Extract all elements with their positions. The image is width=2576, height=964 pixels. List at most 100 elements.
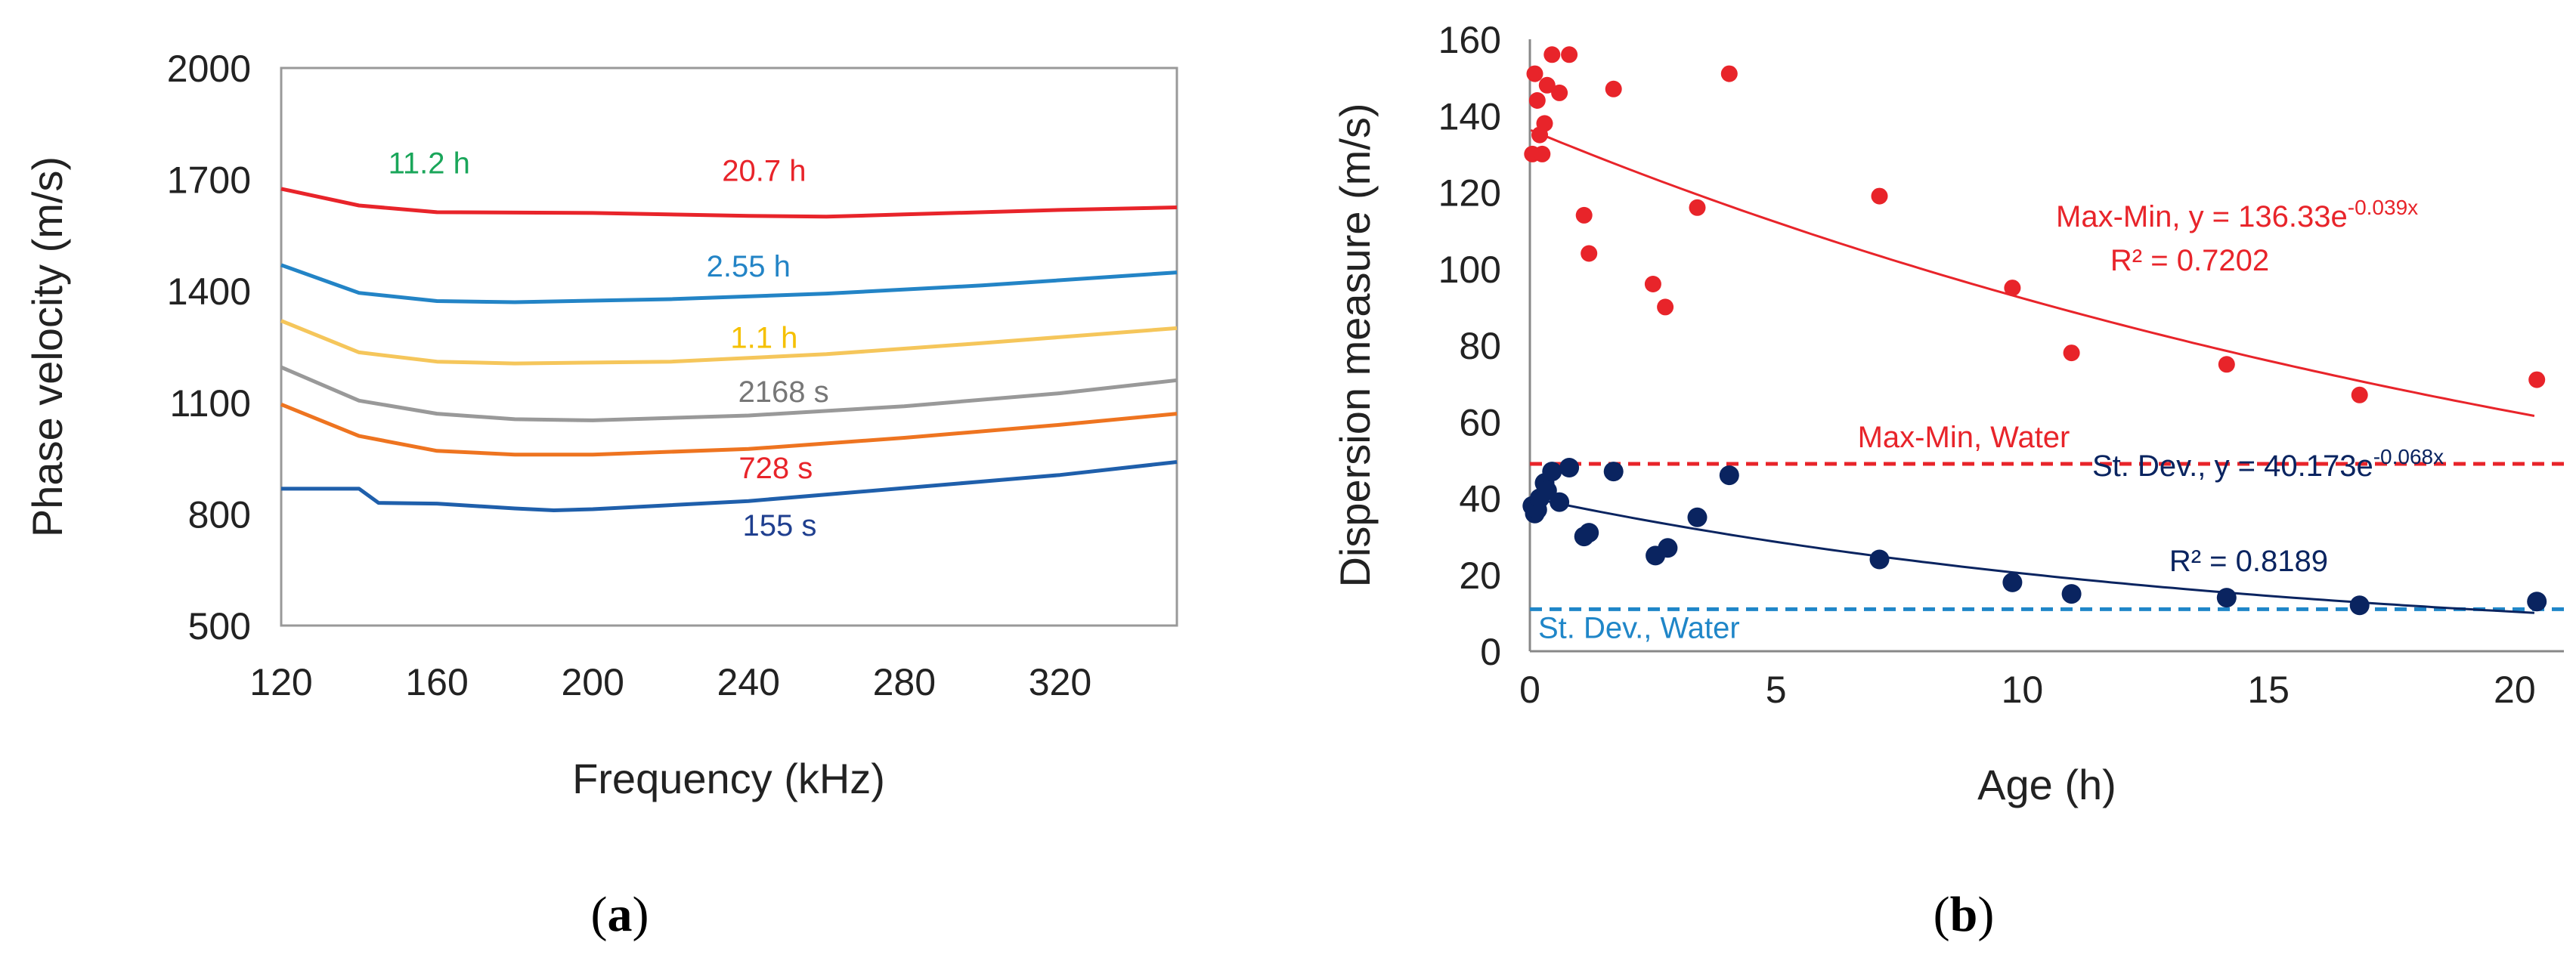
point-max-min <box>1536 115 1553 132</box>
panel-label-a: (a) <box>591 887 649 942</box>
st-dev-equation: St. Dev., y = 40.173e <box>2092 450 2373 483</box>
point-st-dev <box>1542 462 1562 482</box>
label-1-1-h: 1.1 h <box>730 322 797 355</box>
max-min-exponent: -0.039x <box>2348 196 2418 219</box>
curve-labels: 11.2 h 20.7 h 2.55 h 1.1 h 2168 s 728 s 155 s <box>389 147 829 542</box>
point-max-min <box>1871 187 1888 205</box>
x-tick-5: 5 <box>1766 669 1787 711</box>
point-st-dev <box>2061 584 2082 604</box>
point-max-min <box>1551 84 1568 101</box>
data-points <box>1522 46 2547 616</box>
y-tick-40: 40 <box>1459 478 1501 521</box>
y-tick-1700: 1700 <box>167 159 251 202</box>
dispersion-measure-chart: 0 20 40 60 80 100 120 140 160 0 5 10 15 20 Max-Min, … <box>1331 19 2564 808</box>
point-st-dev <box>1687 507 1708 527</box>
x-tick-10: 10 <box>2002 669 2044 711</box>
st-dev-trend-label: St. Dev., y = 40.173e-0.068x R² = 0.8189 <box>2092 445 2444 578</box>
point-st-dev <box>1603 462 1624 482</box>
y-tick-160: 160 <box>1438 19 1501 61</box>
x-axis-title: Frequency (kHz) <box>572 755 885 802</box>
y-tick-20: 20 <box>1459 555 1501 597</box>
svg-text:St. Dev., y = 40.173e-0.068x: St. Dev., y = 40.173e-0.068x <box>2092 445 2444 483</box>
y-tick-2000: 2000 <box>167 48 251 90</box>
x-tick-200: 200 <box>561 661 624 703</box>
point-max-min <box>1605 80 1622 97</box>
trendline-st-dev <box>1530 496 2534 614</box>
label-728-s: 728 s <box>738 452 813 485</box>
max-min-r2: R² = 0.7202 <box>2110 244 2269 277</box>
y-tick-800: 800 <box>188 493 251 536</box>
point-max-min <box>2528 371 2546 388</box>
point-st-dev <box>1719 465 1739 486</box>
x-tick-240: 240 <box>717 661 780 703</box>
point-st-dev <box>1537 480 1557 501</box>
point-st-dev <box>1658 538 1678 558</box>
max-min-trend-label: Max-Min, y = 136.33e-0.039x R² = 0.7202 <box>2056 196 2418 277</box>
point-max-min <box>1528 92 1546 109</box>
trendline-max-min <box>1530 129 2535 417</box>
phase-velocity-chart: 500 800 1100 1400 1700 2000 120 160 200 240 280 32… <box>23 48 1178 802</box>
curve-155-s <box>281 460 1178 512</box>
point-max-min <box>1720 65 1738 82</box>
plot-area-frame <box>280 66 1178 627</box>
point-max-min <box>2004 280 2021 297</box>
ref-label-st-dev-water: St. Dev., Water <box>1538 611 1740 644</box>
y-tick-60: 60 <box>1459 401 1501 443</box>
curve-728-s <box>280 402 1178 457</box>
water-reference-lines: Max-Min, Water St. Dev., Water <box>1530 421 2564 644</box>
point-max-min <box>1657 298 1674 316</box>
svg-text:Max-Min, y = 136.33e-0.039x: Max-Min, y = 136.33e-0.039x <box>2056 196 2418 233</box>
panel-label-b: (b) <box>1934 887 1995 942</box>
label-2-55-h: 2.55 h <box>707 250 791 283</box>
y-tick-0: 0 <box>1480 631 1501 673</box>
point-max-min <box>1689 199 1706 216</box>
y-axis-title: Phase velocity (m/s) <box>23 156 71 537</box>
y-tick-labels: 500 800 1100 1400 1700 2000 <box>167 48 251 647</box>
y-tick-1400: 1400 <box>167 270 251 313</box>
dispersion-curves <box>280 187 1178 512</box>
st-dev-r2: R² = 0.8189 <box>2169 545 2328 578</box>
point-st-dev <box>2527 592 2547 612</box>
x-tick-labels: 0 5 10 15 20 <box>1519 669 2536 711</box>
point-max-min <box>1534 145 1551 162</box>
curve-1-1-h <box>280 319 1178 366</box>
point-st-dev <box>2002 572 2023 592</box>
point-max-min <box>1526 65 1543 82</box>
x-tick-120: 120 <box>249 661 312 703</box>
y-tick-100: 100 <box>1438 249 1501 291</box>
x-tick-labels: 120 160 200 240 280 320 <box>249 661 1091 703</box>
point-max-min <box>1581 245 1598 262</box>
label-20-7-h: 20.7 h <box>722 154 806 187</box>
point-st-dev <box>1550 492 1570 512</box>
label-11-2-h: 11.2 h <box>389 147 470 180</box>
x-tick-20: 20 <box>2494 669 2536 711</box>
y-tick-140: 140 <box>1438 95 1501 137</box>
curve-2-55-h <box>280 263 1178 304</box>
y-tick-80: 80 <box>1459 325 1501 367</box>
x-tick-320: 320 <box>1029 661 1091 703</box>
curve-20-7-h <box>280 187 1178 219</box>
ref-label-max-min-water: Max-Min, Water <box>1858 421 2070 454</box>
x-tick-280: 280 <box>873 661 936 703</box>
max-min-equation: Max-Min, y = 136.33e <box>2056 200 2348 233</box>
curve-2168-s <box>280 365 1178 422</box>
x-tick-0: 0 <box>1519 669 1540 711</box>
point-max-min <box>2218 356 2235 373</box>
point-st-dev <box>1559 458 1580 477</box>
x-tick-15: 15 <box>2247 669 2290 711</box>
x-axis-title: Age (h) <box>1977 761 2116 808</box>
y-axis-title: Dispersion measure (m/s) <box>1331 103 1379 587</box>
point-max-min <box>1575 206 1593 224</box>
point-max-min <box>2351 386 2368 403</box>
y-tick-120: 120 <box>1438 172 1501 215</box>
label-2168-s: 2168 s <box>738 375 829 409</box>
point-st-dev <box>1869 549 1890 570</box>
point-max-min <box>1538 76 1556 94</box>
point-st-dev <box>2349 595 2370 616</box>
point-max-min <box>1543 46 1561 63</box>
label-155-s: 155 s <box>743 509 817 542</box>
point-max-min <box>1644 276 1661 292</box>
st-dev-exponent: -0.068x <box>2373 445 2444 468</box>
point-st-dev <box>2216 588 2237 608</box>
